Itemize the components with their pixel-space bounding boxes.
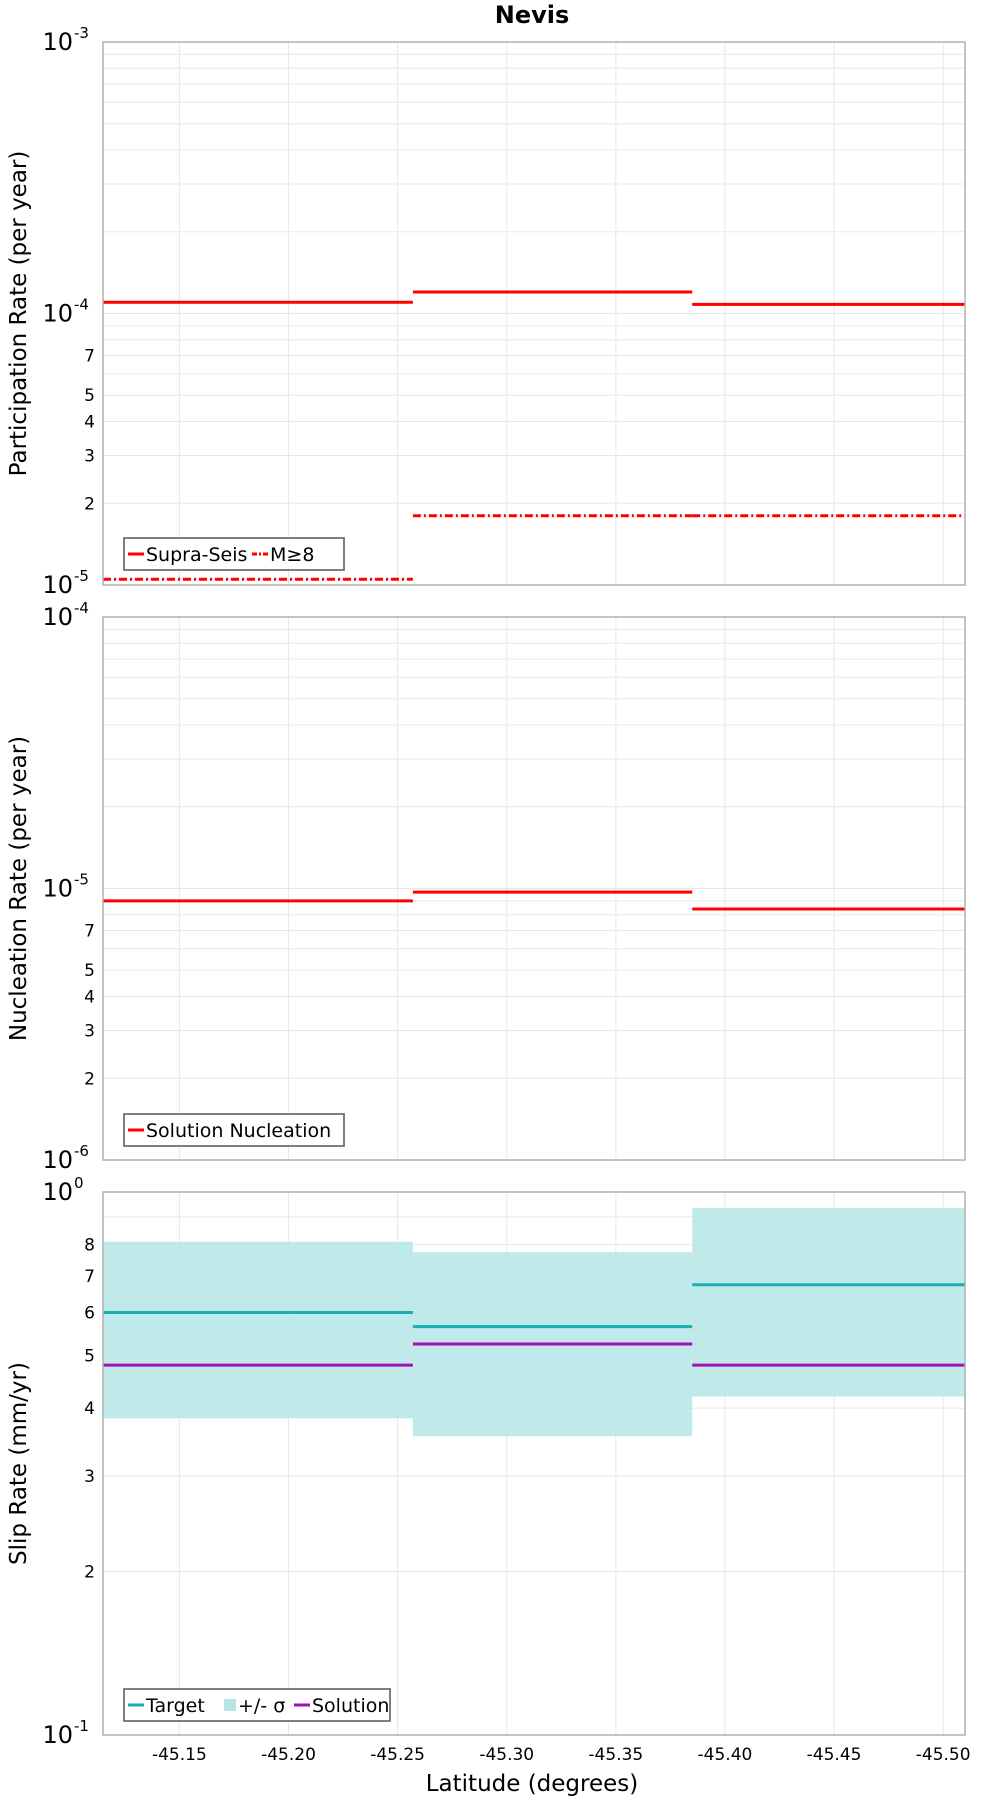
y-tick-label: 3 (84, 446, 95, 466)
y-tick-exponent: -4 (74, 296, 89, 314)
legend-box (123, 1113, 345, 1147)
y-axis-label: Participation Rate (per year) (6, 151, 32, 477)
y-tick-exponent: -3 (74, 24, 89, 42)
x-tick-label: -45.45 (807, 1745, 862, 1765)
y-tick-label: 4 (84, 413, 95, 433)
y-tick-major: 10 (42, 1178, 73, 1206)
y-tick-exponent: -1 (74, 1717, 89, 1735)
y-tick-label: 5 (84, 386, 95, 406)
x-axis-label: Latitude (degrees) (426, 1771, 639, 1797)
y-tick-label: 6 (84, 1303, 95, 1323)
y-tick-exponent: -5 (74, 567, 89, 585)
x-tick-label: -45.30 (479, 1745, 534, 1765)
y-tick-major: 10 (42, 571, 73, 599)
legend-label: Target (145, 1695, 205, 1717)
y-tick-label: 2 (84, 494, 95, 514)
legend-box (123, 537, 345, 571)
band-segment (692, 1207, 965, 1397)
y-tick-major: 10 (42, 1146, 73, 1174)
y-tick-major: 10 (42, 28, 73, 56)
y-tick-major: 10 (42, 875, 73, 903)
plot-frame (102, 1191, 966, 1736)
y-tick-label: 7 (84, 347, 95, 367)
legend-box (123, 1688, 391, 1722)
y-tick-label: 5 (84, 1346, 95, 1366)
legend-label: Supra-Seis (146, 544, 247, 566)
plot-frame (102, 616, 966, 1161)
legend: Target +/- σ Solution (123, 1688, 391, 1722)
y-tick-exponent: -6 (74, 1142, 89, 1160)
x-tick-label: -45.40 (698, 1745, 753, 1765)
x-tick-label: -45.20 (261, 1745, 316, 1765)
y-tick-label: 4 (84, 988, 95, 1008)
x-tick-label: -45.15 (152, 1745, 207, 1765)
y-tick-label: 8 (84, 1236, 95, 1256)
x-tick-label: -45.50 (916, 1745, 971, 1765)
chart-title: Nevis (495, 1, 570, 29)
y-tick-label: 2 (84, 1563, 95, 1583)
y-tick-exponent: -4 (74, 599, 89, 617)
y-tick-label: 3 (84, 1021, 95, 1041)
y-tick-label: 7 (84, 922, 95, 942)
y-tick-major: 10 (42, 1721, 73, 1749)
y-tick-label: 2 (84, 1069, 95, 1089)
band-segment (103, 1241, 413, 1419)
legend-label: Solution Nucleation (146, 1120, 331, 1142)
y-tick-exponent: -5 (74, 871, 89, 889)
plot-frame (102, 41, 966, 586)
y-tick-major: 10 (42, 300, 73, 328)
y-tick-label: 4 (84, 1399, 95, 1419)
legend: Solution Nucleation (123, 1113, 345, 1147)
y-tick-label: 3 (84, 1467, 95, 1487)
y-axis-label: Slip Rate (mm/yr) (6, 1362, 32, 1565)
y-tick-exponent: 0 (74, 1174, 84, 1192)
y-tick-major: 10 (42, 603, 73, 631)
legend-label: +/- σ (238, 1695, 285, 1717)
y-tick-label: 7 (84, 1267, 95, 1287)
y-axis-label: Nucleation Rate (per year) (6, 736, 32, 1041)
y-tick-label: 5 (84, 961, 95, 981)
x-tick-label: -45.35 (588, 1745, 643, 1765)
legend-label: M≥8 (270, 544, 314, 566)
x-tick-label: -45.25 (370, 1745, 425, 1765)
legend: Supra-Seis M≥8 (123, 537, 345, 571)
legend-swatch (224, 1699, 236, 1711)
legend-label: Solution (312, 1695, 389, 1717)
